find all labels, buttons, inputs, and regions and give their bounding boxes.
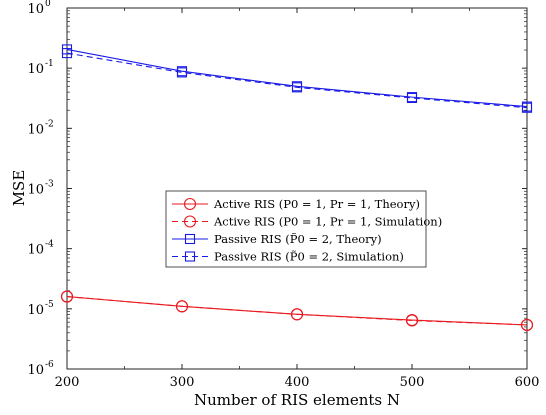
data-point <box>406 92 418 103</box>
series-line-3 <box>66 48 528 108</box>
x-tick-label: 300 <box>170 375 195 390</box>
y-tick-label: 10 <box>27 183 44 198</box>
legend-label: Active RIS (P0 = 1, Pr = 1, Theory) <box>213 197 420 211</box>
y-tick-label: 10 <box>27 122 44 137</box>
data-point <box>176 67 188 78</box>
y-tick-label: 10 <box>27 243 44 258</box>
data-point <box>61 48 73 59</box>
y-tick-label: 10 <box>27 303 44 318</box>
data-point <box>521 102 533 113</box>
y-tick-exponent: -3 <box>45 180 54 190</box>
y-tick-exponent: -6 <box>45 360 54 370</box>
y-tick-label: 10 <box>27 363 44 378</box>
series-line-4 <box>66 52 528 109</box>
x-axis-label: Number of RIS elements N <box>194 391 400 409</box>
x-tick-label: 400 <box>285 375 310 390</box>
y-tick-label: 10 <box>27 2 44 17</box>
series-line-2 <box>66 296 528 326</box>
series-layer <box>60 44 534 331</box>
data-point <box>175 300 189 313</box>
legend-label: Active RIS (P0 = 1, Pr = 1, Simulation) <box>213 215 442 229</box>
legend-box <box>165 190 427 268</box>
data-point <box>290 308 304 321</box>
x-tick-label: 200 <box>55 375 80 390</box>
y-tick-label: 10 <box>27 62 44 77</box>
data-point <box>405 314 419 327</box>
y-tick-exponent: 0 <box>45 0 51 9</box>
x-tick-label: 500 <box>400 375 425 390</box>
y-tick-exponent: -5 <box>45 300 54 310</box>
legend-marker <box>183 197 197 211</box>
legend-marker <box>184 233 196 245</box>
legend: Active RIS (P0 = 1, Pr = 1, Theory) Activ… <box>165 190 442 268</box>
y-tick-exponent: -2 <box>45 119 54 129</box>
x-tick-label: 600 <box>515 375 540 390</box>
data-point <box>60 290 74 303</box>
legend-label: Passive RIS (P̃0 = 2, Theory) <box>214 232 382 246</box>
data-point <box>520 318 534 331</box>
legend-marker <box>184 251 196 262</box>
y-tick-exponent: -4 <box>45 240 54 250</box>
y-tick-exponent: -1 <box>45 59 54 69</box>
data-point <box>291 82 303 93</box>
legend-marker <box>183 215 197 228</box>
y-axis-label: MSE <box>10 170 28 207</box>
legend-label: Passive RIS (P̃0 = 2, Simulation) <box>214 250 404 264</box>
